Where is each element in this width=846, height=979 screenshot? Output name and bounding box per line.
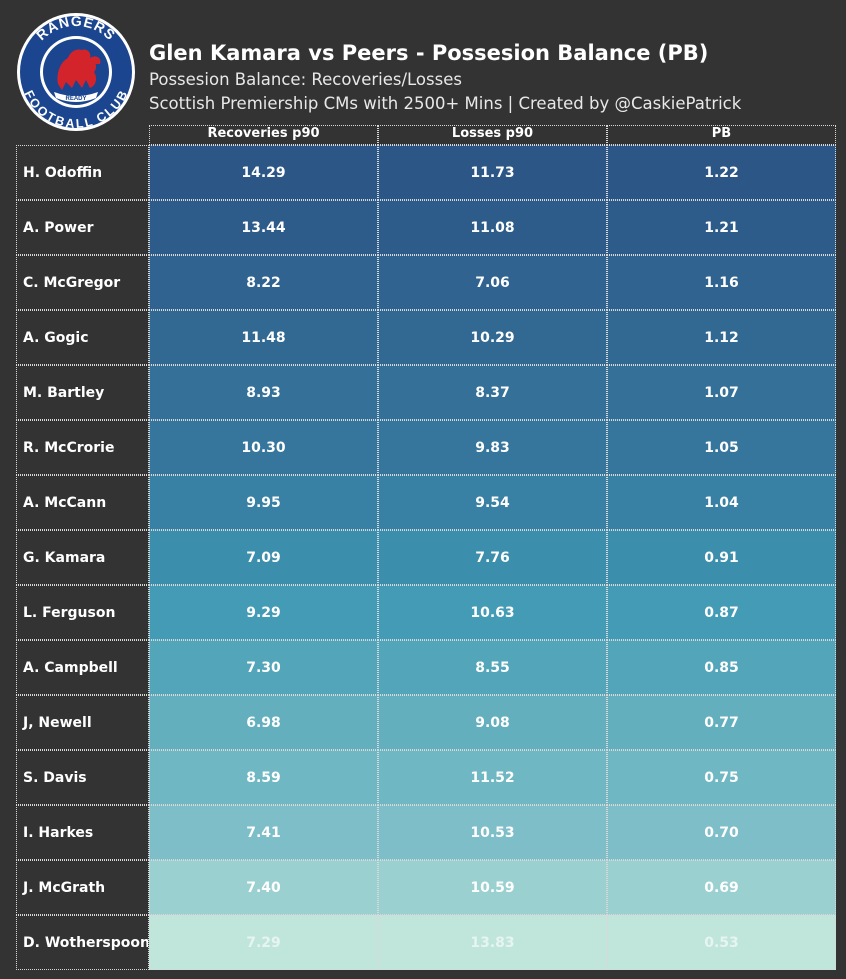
cell-losses: 10.59 <box>378 860 607 915</box>
cell-recoveries: 7.40 <box>149 860 378 915</box>
cell-pb: 0.70 <box>607 805 836 860</box>
column-header-recoveries: Recoveries p90 <box>149 125 378 145</box>
cell-pb: 1.12 <box>607 310 836 365</box>
cell-recoveries: 14.29 <box>149 145 378 200</box>
table-row: A. Campbell 7.30 8.55 0.85 <box>16 640 836 695</box>
table-row: C. McGregor 8.22 7.06 1.16 <box>16 255 836 310</box>
player-name: A. Gogic <box>16 310 149 365</box>
logo-ribbon-text: READY <box>65 96 86 102</box>
cell-recoveries: 8.93 <box>149 365 378 420</box>
cell-recoveries: 10.30 <box>149 420 378 475</box>
cell-pb: 1.07 <box>607 365 836 420</box>
chart-subtitle: Possesion Balance: Recoveries/Losses <box>149 70 462 89</box>
player-name: D. Wotherspoon <box>16 915 149 970</box>
player-name: J. McGrath <box>16 860 149 915</box>
table-row: J, Newell 6.98 9.08 0.77 <box>16 695 836 750</box>
player-name: I. Harkes <box>16 805 149 860</box>
cell-losses: 11.08 <box>378 200 607 255</box>
column-header-losses: Losses p90 <box>378 125 607 145</box>
cell-pb: 0.75 <box>607 750 836 805</box>
cell-losses: 10.29 <box>378 310 607 365</box>
cell-losses: 7.06 <box>378 255 607 310</box>
cell-losses: 8.37 <box>378 365 607 420</box>
cell-losses: 11.52 <box>378 750 607 805</box>
table-row: A. Power 13.44 11.08 1.21 <box>16 200 836 255</box>
cell-pb: 0.77 <box>607 695 836 750</box>
cell-losses: 11.73 <box>378 145 607 200</box>
cell-recoveries: 6.98 <box>149 695 378 750</box>
cell-recoveries: 13.44 <box>149 200 378 255</box>
cell-recoveries: 11.48 <box>149 310 378 365</box>
table-row: M. Bartley 8.93 8.37 1.07 <box>16 365 836 420</box>
cell-recoveries: 9.95 <box>149 475 378 530</box>
player-name: A. McCann <box>16 475 149 530</box>
cell-losses: 9.08 <box>378 695 607 750</box>
player-name: C. McGregor <box>16 255 149 310</box>
cell-losses: 8.55 <box>378 640 607 695</box>
cell-losses: 9.83 <box>378 420 607 475</box>
table-row: A. McCann 9.95 9.54 1.04 <box>16 475 836 530</box>
player-name: A. Power <box>16 200 149 255</box>
cell-pb: 0.91 <box>607 530 836 585</box>
player-name: R. McCrorie <box>16 420 149 475</box>
table-row: A. Gogic 11.48 10.29 1.12 <box>16 310 836 365</box>
cell-recoveries: 7.30 <box>149 640 378 695</box>
cell-pb: 0.85 <box>607 640 836 695</box>
table-row: J. McGrath 7.40 10.59 0.69 <box>16 860 836 915</box>
table-row: R. McCrorie 10.30 9.83 1.05 <box>16 420 836 475</box>
player-name: H. Odoffin <box>16 145 149 200</box>
player-name: S. Davis <box>16 750 149 805</box>
table-row: G. Kamara 7.09 7.76 0.91 <box>16 530 836 585</box>
cell-losses: 7.76 <box>378 530 607 585</box>
table-row: S. Davis 8.59 11.52 0.75 <box>16 750 836 805</box>
cell-pb: 1.22 <box>607 145 836 200</box>
cell-recoveries: 7.41 <box>149 805 378 860</box>
player-name: G. Kamara <box>16 530 149 585</box>
cell-pb: 0.69 <box>607 860 836 915</box>
player-name: L. Ferguson <box>16 585 149 640</box>
chart-credit-line: Scottish Premiership CMs with 2500+ Mins… <box>149 94 742 113</box>
table-row: L. Ferguson 9.29 10.63 0.87 <box>16 585 836 640</box>
table-row: H. Odoffin 14.29 11.73 1.22 <box>16 145 836 200</box>
cell-pb: 1.04 <box>607 475 836 530</box>
cell-pb: 0.87 <box>607 585 836 640</box>
player-name: J, Newell <box>16 695 149 750</box>
cell-pb: 0.53 <box>607 915 836 970</box>
player-name: M. Bartley <box>16 365 149 420</box>
cell-losses: 10.63 <box>378 585 607 640</box>
cell-recoveries: 7.29 <box>149 915 378 970</box>
table-row: D. Wotherspoon 7.29 13.83 0.53 <box>16 915 836 970</box>
cell-recoveries: 8.22 <box>149 255 378 310</box>
cell-losses: 9.54 <box>378 475 607 530</box>
cell-pb: 1.21 <box>607 200 836 255</box>
cell-recoveries: 7.09 <box>149 530 378 585</box>
chart-title: Glen Kamara vs Peers - Possesion Balance… <box>149 41 709 65</box>
table-row: I. Harkes 7.41 10.53 0.70 <box>16 805 836 860</box>
lion-icon <box>57 49 101 90</box>
rangers-crest-logo: RANGERS FOOTBALL CLUB READY <box>17 13 135 131</box>
cell-pb: 1.16 <box>607 255 836 310</box>
column-header-pb: PB <box>607 125 836 145</box>
cell-recoveries: 9.29 <box>149 585 378 640</box>
cell-losses: 10.53 <box>378 805 607 860</box>
player-name: A. Campbell <box>16 640 149 695</box>
cell-losses: 13.83 <box>378 915 607 970</box>
cell-recoveries: 8.59 <box>149 750 378 805</box>
cell-pb: 1.05 <box>607 420 836 475</box>
